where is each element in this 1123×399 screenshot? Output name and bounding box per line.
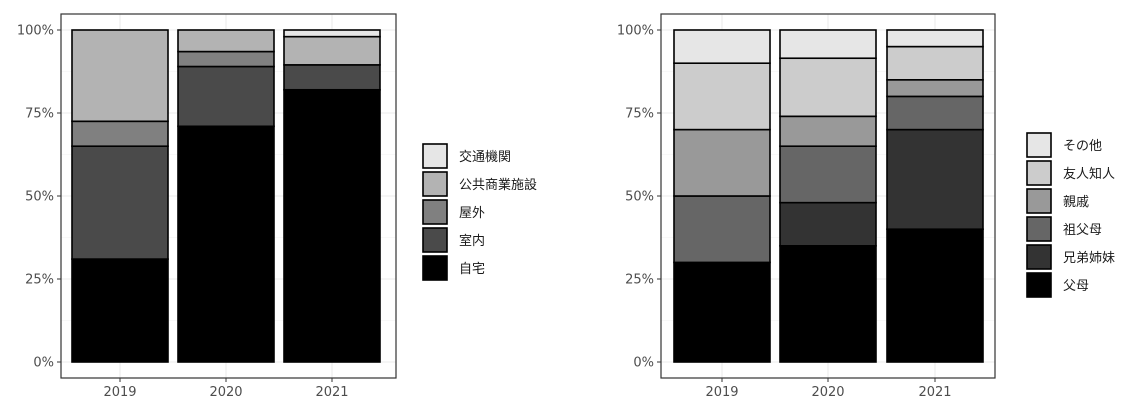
legend-key <box>422 171 448 197</box>
legend-key <box>1026 272 1052 298</box>
bar-segment <box>886 128 984 231</box>
bar-segment <box>673 62 771 131</box>
legend-label: 公共商業施設 <box>459 177 537 193</box>
y-tick-label: 0% <box>33 356 54 371</box>
bar-segment <box>673 29 771 65</box>
legend-label: 兄弟姉妹 <box>1063 251 1115 266</box>
legend-key <box>1026 132 1052 158</box>
legend-key <box>1026 244 1052 270</box>
legend-label: 交通機関 <box>459 149 511 165</box>
y-tick-label: 75% <box>625 107 654 122</box>
x-tick-label: 2021 <box>918 385 951 399</box>
chart-right: 0% 25% 50% 75% 100% 2019 2020 2021 父母 兄弟姉妹 祖父母 親戚 友人… <box>617 13 1115 399</box>
bar-segment <box>673 195 771 264</box>
bar-segment <box>886 95 984 131</box>
y-axis: 0% 25% 50% 75% 100% <box>617 24 661 371</box>
bar-segment <box>71 29 169 123</box>
bar-segment <box>779 57 877 118</box>
bar-segment <box>779 115 877 147</box>
bar-segment <box>71 120 169 148</box>
legend-key <box>422 255 448 281</box>
x-tick-label: 2019 <box>103 385 136 399</box>
bar-segment <box>283 64 381 91</box>
bar-segment <box>779 145 877 204</box>
bar-segment <box>71 145 169 260</box>
legend-label: 父母 <box>1063 279 1089 294</box>
legend-key <box>422 227 448 253</box>
bar-segment <box>283 35 381 66</box>
legend-key <box>1026 188 1052 214</box>
bars <box>673 29 984 363</box>
legend-key <box>1026 160 1052 186</box>
legend: 父母 兄弟姉妹 祖父母 親戚 友人知人 その他 <box>1026 132 1115 298</box>
bar-segment <box>283 29 381 38</box>
bar-segment <box>779 29 877 60</box>
bar-segment <box>177 65 275 128</box>
legend-key <box>1026 216 1052 242</box>
bar-segment <box>177 29 275 53</box>
legend-label: 屋外 <box>459 206 485 221</box>
bar-segment <box>283 88 381 363</box>
y-tick-label: 50% <box>25 190 54 205</box>
bar-segment <box>886 228 984 363</box>
legend-key <box>422 199 448 225</box>
x-axis: 2019 2020 2021 <box>103 378 349 399</box>
x-tick-label: 2020 <box>811 385 844 399</box>
y-tick-label: 100% <box>617 24 654 39</box>
chart-left: 0% 25% 50% 75% 100% 2019 2020 2021 自宅 室内 屋外 公共商業施設交… <box>17 13 537 399</box>
y-tick-label: 100% <box>17 24 54 39</box>
legend-label: 親戚 <box>1063 195 1089 210</box>
legend-key <box>422 143 448 169</box>
y-tick-label: 0% <box>633 356 654 371</box>
x-tick-label: 2021 <box>315 385 348 399</box>
y-axis: 0% 25% 50% 75% 100% <box>17 24 61 371</box>
x-tick-label: 2020 <box>209 385 242 399</box>
bar-segment <box>673 128 771 197</box>
legend-label: 友人知人 <box>1063 166 1115 182</box>
x-axis: 2019 2020 2021 <box>705 378 952 399</box>
bar-segment <box>673 261 771 363</box>
bars <box>71 29 381 363</box>
x-tick-label: 2019 <box>705 385 738 399</box>
bar-segment <box>779 245 877 363</box>
bar-segment <box>886 29 984 48</box>
y-tick-label: 75% <box>25 107 54 122</box>
y-tick-label: 25% <box>25 273 54 288</box>
y-tick-label: 50% <box>625 190 654 205</box>
legend-label: 室内 <box>459 233 485 249</box>
bar-segment <box>177 50 275 68</box>
bar-segment <box>779 201 877 247</box>
bar-segment <box>177 125 275 363</box>
legend-label: その他 <box>1063 139 1102 154</box>
legend-label: 祖父母 <box>1063 223 1102 238</box>
bar-segment <box>71 258 169 363</box>
legend-label: 自宅 <box>459 262 485 277</box>
bar-segment <box>886 45 984 81</box>
y-tick-label: 25% <box>625 273 654 288</box>
bar-segment <box>886 79 984 98</box>
